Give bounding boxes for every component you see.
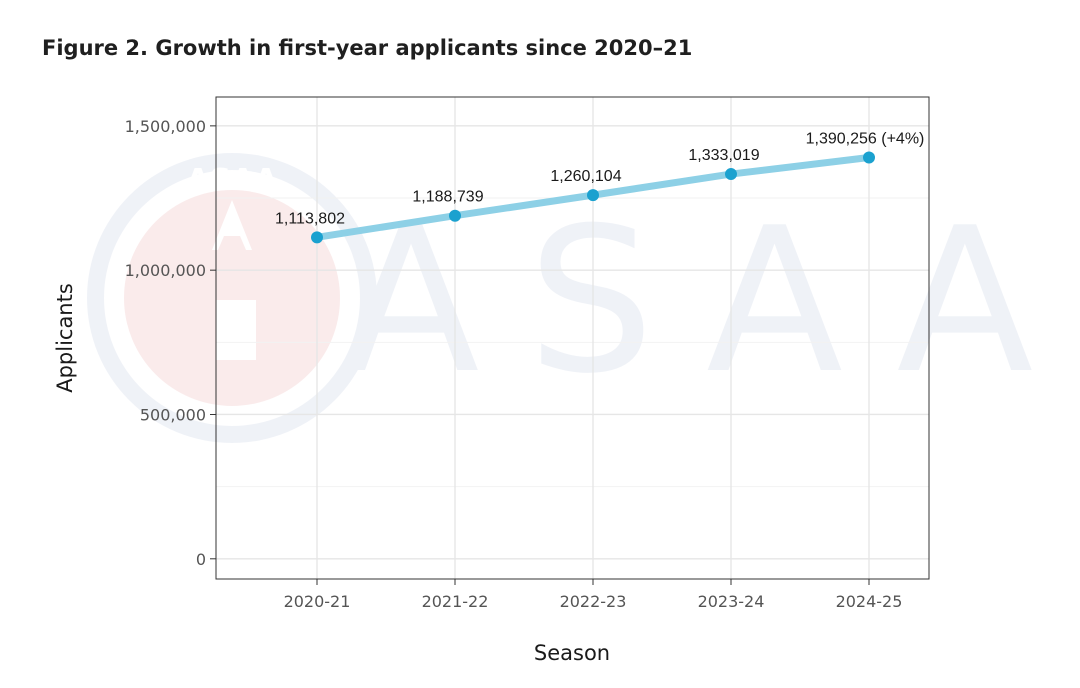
data-label: 1,260,104	[550, 168, 621, 185]
y-tick-label: 1,000,000	[125, 261, 206, 280]
x-tick-label: 2024-25	[836, 592, 903, 611]
watermark-wordmark: ASAA	[343, 185, 1080, 418]
asaa-watermark: ASAA ASAA	[87, 153, 1080, 443]
data-point	[587, 189, 599, 202]
grid-lines	[216, 97, 929, 579]
data-label: 1,188,739	[412, 189, 483, 206]
data-labels: 1,113,802 1,188,739 1,260,104 1,333,019 1,39…	[275, 131, 924, 228]
watermark-seal-text: ASAA	[186, 163, 278, 198]
y-axis-title: Applicants	[53, 283, 77, 393]
data-point	[863, 151, 875, 164]
x-tick-label: 2021-22	[422, 592, 489, 611]
data-point	[311, 231, 323, 244]
chart-title: Figure 2. Growth in first-year applicant…	[42, 36, 693, 60]
data-label: 1,333,019	[688, 147, 759, 164]
x-tick-label: 2022-23	[560, 592, 627, 611]
x-tick-label: 2023-24	[698, 592, 765, 611]
plot-panel-border	[215, 96, 930, 580]
data-point	[725, 168, 737, 181]
data-point	[449, 209, 461, 222]
data-label: 1,390,256 (+4%)	[806, 131, 925, 148]
y-axis: 0 500,000 1,000,000 1,500,000	[125, 117, 216, 569]
data-label: 1,113,802	[275, 210, 345, 227]
x-axis-title: Season	[534, 641, 610, 665]
y-tick-label: 1,500,000	[125, 117, 206, 136]
series-line-group	[311, 151, 875, 244]
x-tick-label: 2020-21	[284, 592, 351, 611]
y-tick-label: 500,000	[140, 405, 206, 424]
y-tick-label: 0	[196, 550, 206, 569]
x-axis: 2020-21 2021-22 2022-23 2023-24 2024-25	[284, 579, 903, 611]
